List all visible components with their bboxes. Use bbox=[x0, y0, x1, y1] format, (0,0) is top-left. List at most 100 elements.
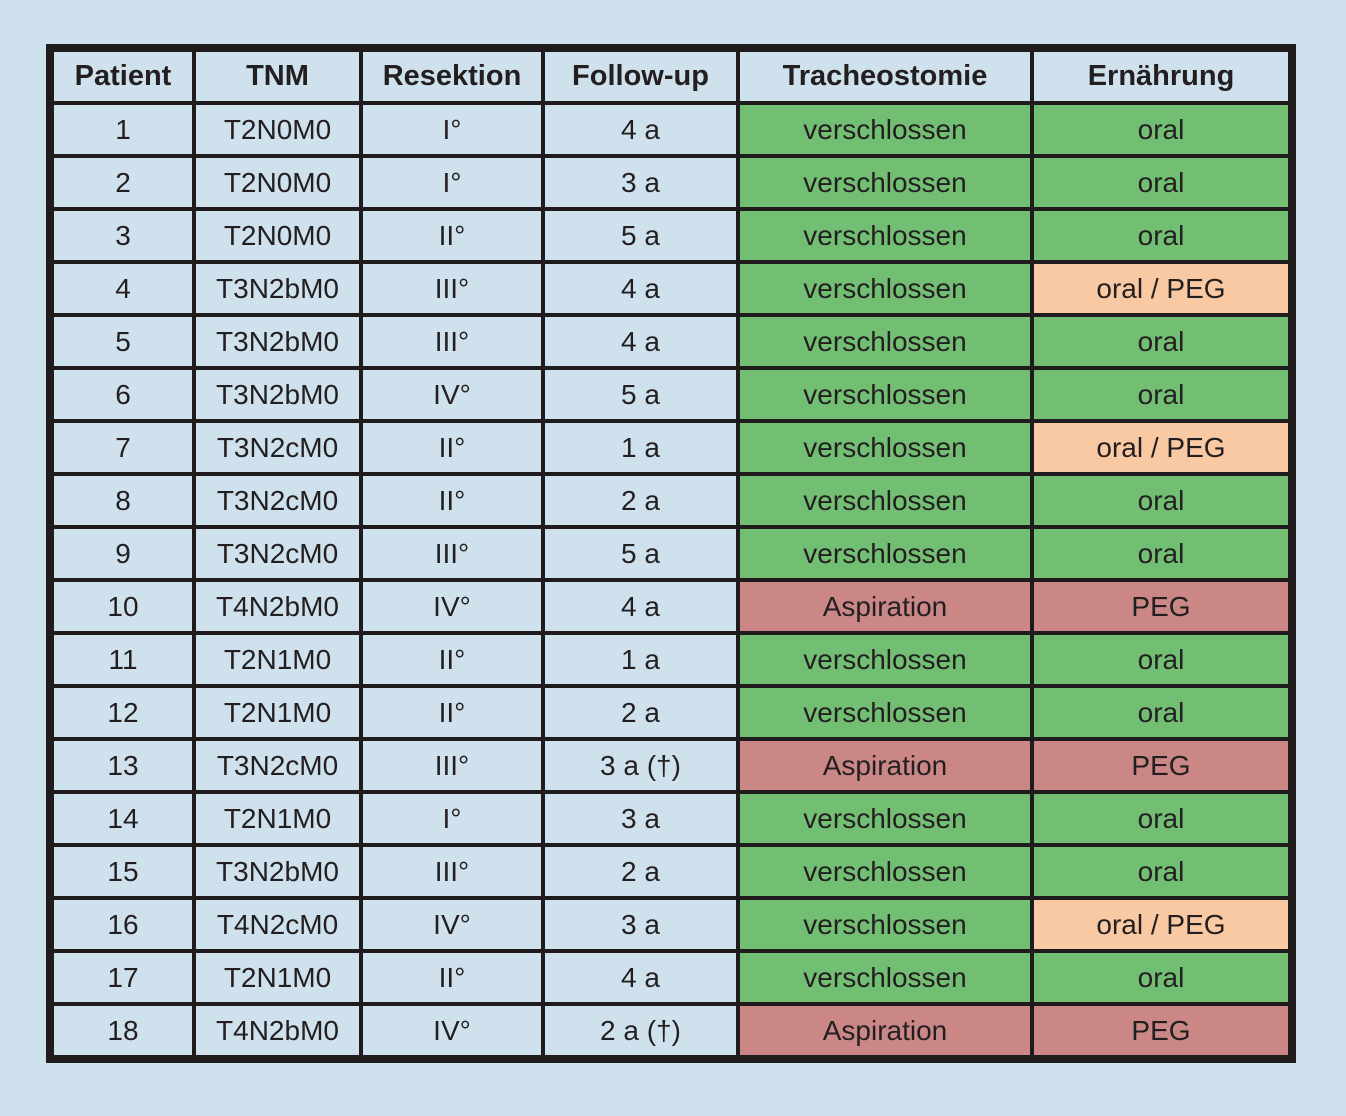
cell-ernaehrung: PEG bbox=[1030, 578, 1294, 635]
table-row: 6 T3N2bM0 IV° 5 a verschlossen oral bbox=[48, 366, 1294, 423]
cell-patient: 8 bbox=[48, 472, 196, 529]
cell-tnm: T3N2cM0 bbox=[192, 525, 363, 582]
cell-tnm: T2N1M0 bbox=[192, 684, 363, 741]
cell-resektion: II° bbox=[359, 419, 545, 476]
cell-tracheostomie: verschlossen bbox=[736, 684, 1034, 741]
cell-resektion: III° bbox=[359, 737, 545, 794]
cell-resektion: II° bbox=[359, 684, 545, 741]
cell-tracheostomie: verschlossen bbox=[736, 525, 1034, 582]
table-row: 13 T3N2cM0 III° 3 a (†) Aspiration PEG bbox=[48, 737, 1294, 794]
cell-tracheostomie: verschlossen bbox=[736, 472, 1034, 529]
cell-follow-up: 1 a bbox=[541, 631, 740, 688]
cell-follow-up: 4 a bbox=[541, 260, 740, 317]
cell-patient: 9 bbox=[48, 525, 196, 582]
cell-tnm: T3N2cM0 bbox=[192, 472, 363, 529]
cell-patient: 2 bbox=[48, 154, 196, 211]
cell-resektion: III° bbox=[359, 525, 545, 582]
cell-ernaehrung: oral bbox=[1030, 207, 1294, 264]
cell-follow-up: 2 a bbox=[541, 684, 740, 741]
cell-ernaehrung: oral bbox=[1030, 684, 1294, 741]
cell-follow-up: 4 a bbox=[541, 578, 740, 635]
cell-tracheostomie: Aspiration bbox=[736, 1002, 1034, 1061]
header-row: Patient TNM Resektion Follow-up Tracheostomi… bbox=[48, 46, 1294, 105]
cell-tracheostomie: verschlossen bbox=[736, 101, 1034, 158]
cell-tracheostomie: Aspiration bbox=[736, 578, 1034, 635]
table-row: 14 T2N1M0 I° 3 a verschlossen oral bbox=[48, 790, 1294, 847]
cell-ernaehrung: oral bbox=[1030, 949, 1294, 1006]
cell-ernaehrung: oral bbox=[1030, 101, 1294, 158]
table-body: 1 T2N0M0 I° 4 a verschlossen oral 2 T2N0M0 I° 3 a… bbox=[48, 101, 1294, 1061]
cell-follow-up: 2 a bbox=[541, 843, 740, 900]
table-row: 12 T2N1M0 II° 2 a verschlossen oral bbox=[48, 684, 1294, 741]
cell-resektion: IV° bbox=[359, 578, 545, 635]
patients-table: Patient TNM Resektion Follow-up Tracheostomi… bbox=[46, 44, 1296, 1063]
table-row: 9 T3N2cM0 III° 5 a verschlossen oral bbox=[48, 525, 1294, 582]
cell-tnm: T2N1M0 bbox=[192, 949, 363, 1006]
cell-ernaehrung: oral bbox=[1030, 843, 1294, 900]
table-row: 16 T4N2cM0 IV° 3 a verschlossen oral / PEG bbox=[48, 896, 1294, 953]
cell-tracheostomie: verschlossen bbox=[736, 949, 1034, 1006]
table-row: 18 T4N2bM0 IV° 2 a (†) Aspiration PEG bbox=[48, 1002, 1294, 1061]
cell-tracheostomie: verschlossen bbox=[736, 843, 1034, 900]
cell-tracheostomie: verschlossen bbox=[736, 313, 1034, 370]
cell-resektion: IV° bbox=[359, 896, 545, 953]
column-header-follow-up: Follow-up bbox=[541, 46, 740, 105]
cell-follow-up: 2 a (†) bbox=[541, 1002, 740, 1061]
table-row: 2 T2N0M0 I° 3 a verschlossen oral bbox=[48, 154, 1294, 211]
cell-follow-up: 3 a bbox=[541, 154, 740, 211]
column-header-patient: Patient bbox=[48, 46, 196, 105]
cell-patient: 11 bbox=[48, 631, 196, 688]
cell-ernaehrung: PEG bbox=[1030, 1002, 1294, 1061]
cell-tnm: T3N2bM0 bbox=[192, 843, 363, 900]
cell-follow-up: 4 a bbox=[541, 313, 740, 370]
cell-resektion: III° bbox=[359, 313, 545, 370]
cell-follow-up: 3 a (†) bbox=[541, 737, 740, 794]
table-row: 10 T4N2bM0 IV° 4 a Aspiration PEG bbox=[48, 578, 1294, 635]
cell-tnm: T4N2bM0 bbox=[192, 578, 363, 635]
cell-tnm: T4N2bM0 bbox=[192, 1002, 363, 1061]
cell-tracheostomie: verschlossen bbox=[736, 366, 1034, 423]
cell-tracheostomie: verschlossen bbox=[736, 154, 1034, 211]
cell-patient: 5 bbox=[48, 313, 196, 370]
table-row: 1 T2N0M0 I° 4 a verschlossen oral bbox=[48, 101, 1294, 158]
cell-tracheostomie: verschlossen bbox=[736, 260, 1034, 317]
cell-resektion: IV° bbox=[359, 366, 545, 423]
cell-ernaehrung: oral bbox=[1030, 154, 1294, 211]
table-row: 3 T2N0M0 II° 5 a verschlossen oral bbox=[48, 207, 1294, 264]
cell-follow-up: 5 a bbox=[541, 525, 740, 582]
cell-tracheostomie: verschlossen bbox=[736, 790, 1034, 847]
table-row: 8 T3N2cM0 II° 2 a verschlossen oral bbox=[48, 472, 1294, 529]
column-header-ernaehrung: Ernährung bbox=[1030, 46, 1294, 105]
cell-resektion: II° bbox=[359, 472, 545, 529]
cell-patient: 10 bbox=[48, 578, 196, 635]
cell-ernaehrung: oral bbox=[1030, 472, 1294, 529]
cell-follow-up: 4 a bbox=[541, 949, 740, 1006]
cell-follow-up: 4 a bbox=[541, 101, 740, 158]
cell-ernaehrung: oral / PEG bbox=[1030, 896, 1294, 953]
cell-tnm: T2N0M0 bbox=[192, 101, 363, 158]
column-header-tnm: TNM bbox=[192, 46, 363, 105]
cell-follow-up: 3 a bbox=[541, 896, 740, 953]
cell-patient: 17 bbox=[48, 949, 196, 1006]
cell-ernaehrung: PEG bbox=[1030, 737, 1294, 794]
cell-ernaehrung: oral bbox=[1030, 790, 1294, 847]
cell-tnm: T2N1M0 bbox=[192, 790, 363, 847]
cell-resektion: IV° bbox=[359, 1002, 545, 1061]
cell-resektion: I° bbox=[359, 154, 545, 211]
cell-patient: 12 bbox=[48, 684, 196, 741]
cell-follow-up: 1 a bbox=[541, 419, 740, 476]
table-row: 15 T3N2bM0 III° 2 a verschlossen oral bbox=[48, 843, 1294, 900]
table-row: 5 T3N2bM0 III° 4 a verschlossen oral bbox=[48, 313, 1294, 370]
cell-resektion: II° bbox=[359, 207, 545, 264]
cell-tnm: T2N0M0 bbox=[192, 207, 363, 264]
table-row: 4 T3N2bM0 III° 4 a verschlossen oral / PEG bbox=[48, 260, 1294, 317]
cell-ernaehrung: oral bbox=[1030, 366, 1294, 423]
cell-resektion: I° bbox=[359, 101, 545, 158]
cell-ernaehrung: oral / PEG bbox=[1030, 419, 1294, 476]
cell-tnm: T3N2cM0 bbox=[192, 419, 363, 476]
cell-ernaehrung: oral bbox=[1030, 525, 1294, 582]
table-row: 7 T3N2cM0 II° 1 a verschlossen oral / PEG bbox=[48, 419, 1294, 476]
cell-patient: 1 bbox=[48, 101, 196, 158]
cell-patient: 13 bbox=[48, 737, 196, 794]
